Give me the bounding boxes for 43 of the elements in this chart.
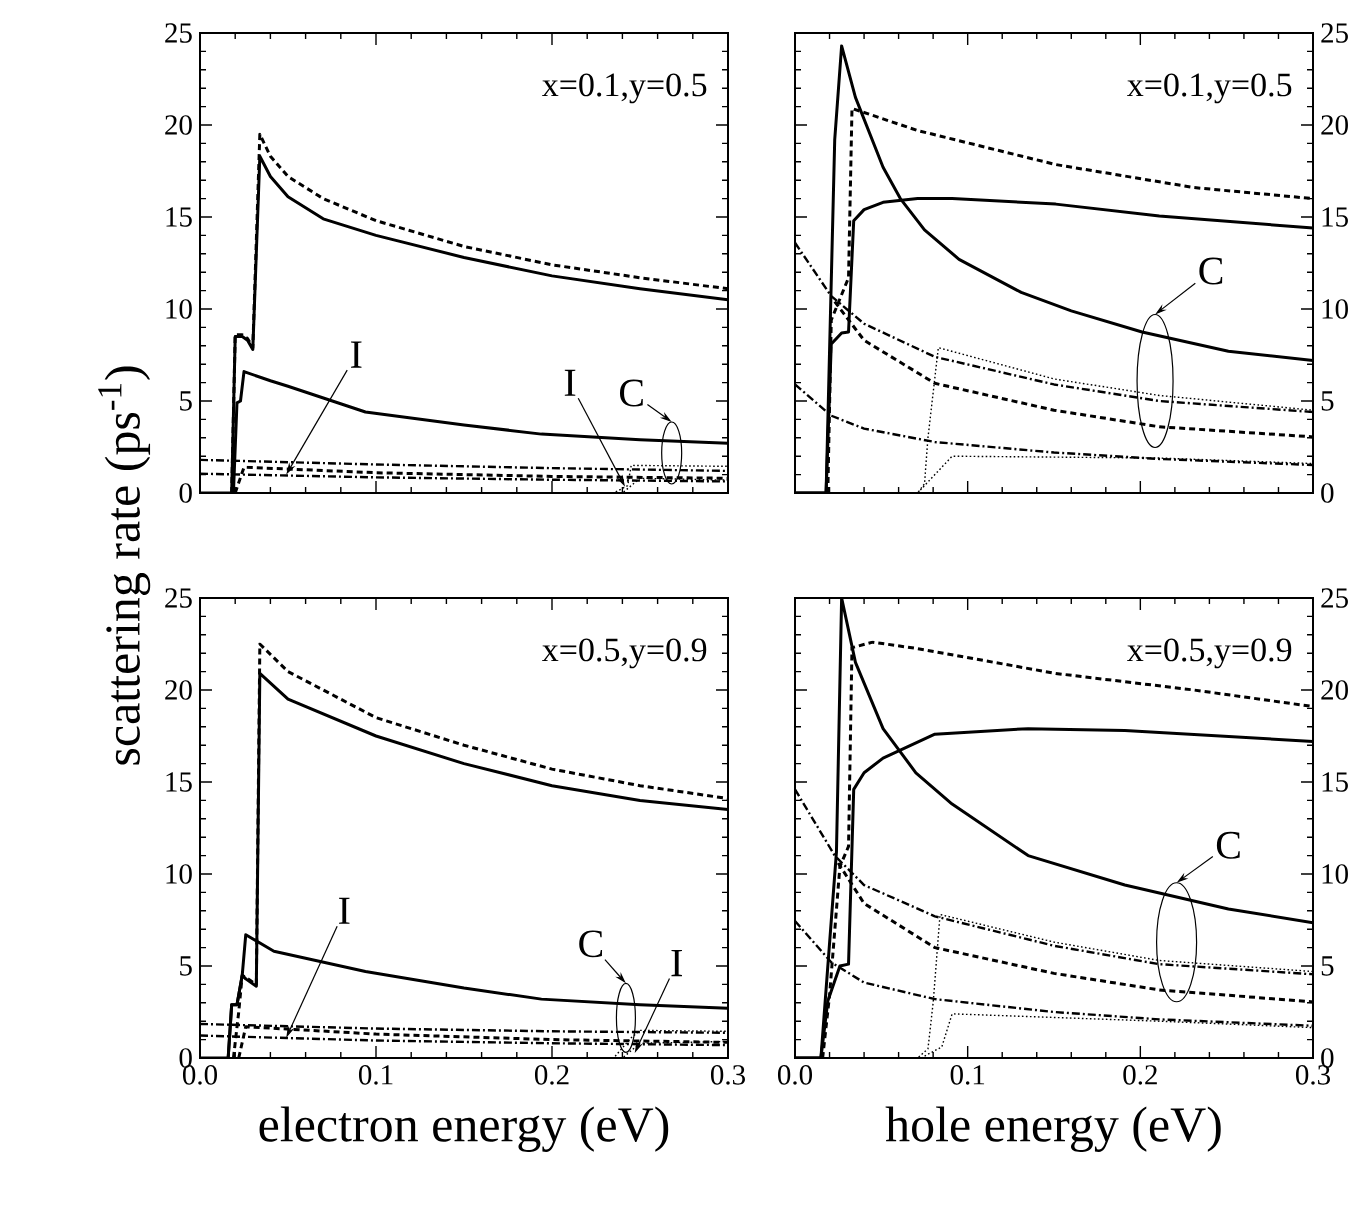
x-tick-label: 0.1 (950, 1065, 985, 1085)
y-tick-label: 15 (166, 207, 192, 227)
annotation: I (351, 341, 362, 368)
x-tick-label: 0.1 (358, 1065, 393, 1085)
annotation: x=0.5,y=0.9 (542, 638, 707, 669)
x-axis-title: electron energy (eV) (259, 1106, 669, 1152)
y-tick-label: 25 (1321, 588, 1348, 608)
annotation: x=0.1,y=0.5 (542, 73, 707, 104)
x-tick-label: 0.2 (534, 1065, 569, 1085)
y-tick-label: 15 (1322, 207, 1348, 227)
y-tick-label: 25 (1321, 23, 1348, 43)
x-axis-title: hole energy (eV) (885, 1106, 1221, 1152)
y-tick-label: 5 (1321, 391, 1334, 411)
y-tick-label: 25 (165, 23, 192, 43)
y-tick-label: 20 (1321, 680, 1348, 700)
y-tick-label: 10 (166, 299, 192, 319)
annotation: C (1199, 257, 1223, 285)
y-tick-label: 20 (165, 680, 192, 700)
x-tick-label: 0.0 (777, 1065, 813, 1085)
y-axis-title: scattering rate (ps$^{-1}$) (98, 366, 151, 765)
annotation: I (564, 369, 576, 396)
y-tick-label: 10 (1322, 299, 1348, 319)
y-tick-label: 10 (1322, 864, 1348, 884)
annotation: C (579, 930, 603, 958)
annotation: C (1216, 831, 1240, 859)
y-tick-label: 15 (166, 772, 192, 792)
y-tick-label: 15 (1322, 772, 1348, 792)
x-tick-label: 0.3 (710, 1065, 745, 1085)
annotation: x=0.1,y=0.5 (1127, 73, 1292, 104)
annotation: I (671, 949, 682, 977)
annotation: x=0.5,y=0.9 (1127, 638, 1292, 669)
x-tick-label: 0.2 (1123, 1065, 1157, 1085)
annotation: I (339, 897, 350, 924)
y-tick-label: 25 (165, 588, 192, 608)
annotation: C (619, 379, 643, 407)
y-tick-label: 20 (165, 115, 192, 135)
y-tick-label: 10 (166, 864, 192, 884)
y-tick-label: 0 (179, 483, 192, 503)
y-tick-label: 5 (180, 956, 192, 976)
y-tick-label: 5 (1321, 956, 1334, 976)
y-tick-label: 5 (180, 391, 192, 411)
y-tick-label: 20 (1321, 115, 1348, 135)
y-tick-label: 0 (1321, 483, 1334, 503)
